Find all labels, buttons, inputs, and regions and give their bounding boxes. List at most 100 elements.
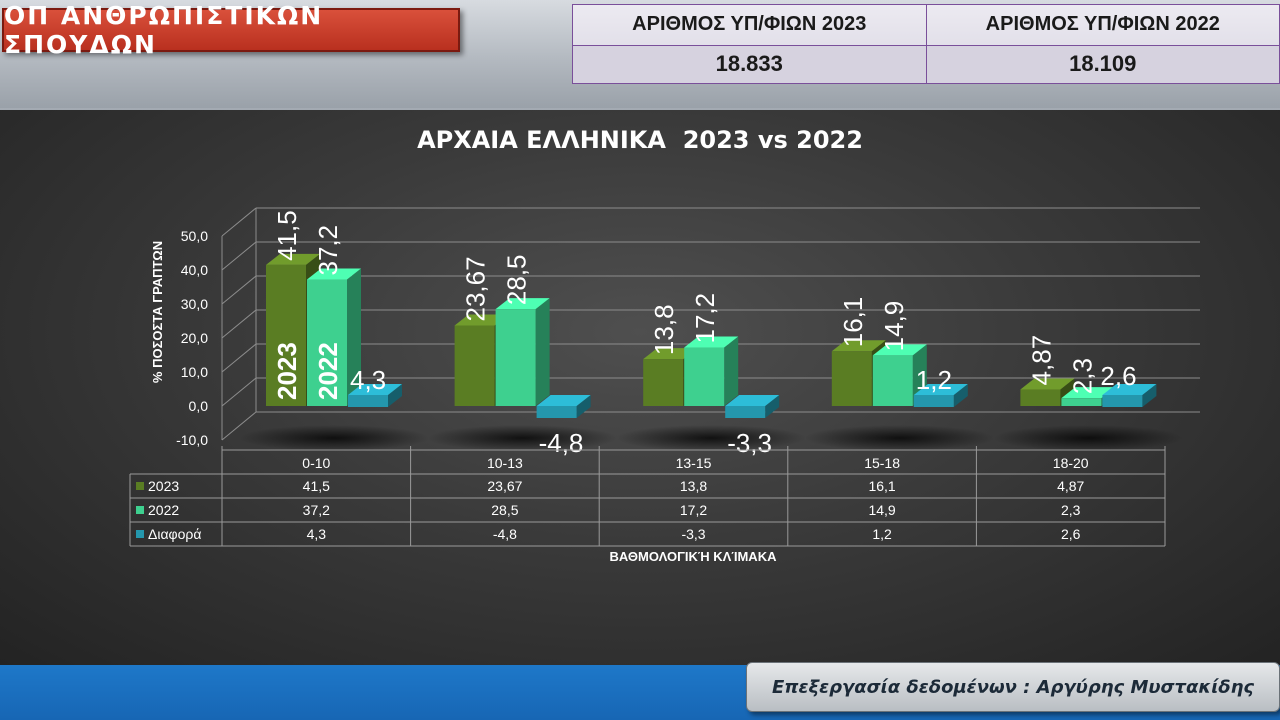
bar-top bbox=[454, 314, 509, 326]
bar-top bbox=[872, 344, 927, 356]
table-cell: 14,9 bbox=[868, 502, 895, 518]
bar-side bbox=[724, 336, 739, 406]
legend-swatch bbox=[136, 482, 144, 490]
chart-data-labels: 41,5 2023 37,2 2022 4,3 23,67 28,5 -4,8 13,8 17,2… bbox=[272, 210, 1137, 458]
legend-entry: Διαφορά bbox=[148, 526, 201, 542]
y-tick-label: 30,0 bbox=[181, 296, 208, 312]
y-axis-label: % ΠΟΣΟΣΤΑ ΓΡΑΠΤΩΝ bbox=[150, 241, 165, 383]
data-label: 2,6 bbox=[1100, 361, 1136, 391]
credit-box: Επεξεργασία δεδομένων : Αργύρης Μυστακίδ… bbox=[746, 662, 1280, 712]
y-tick-label: 40,0 bbox=[181, 262, 208, 278]
chart-title: ΑΡΧΑΙΑ ΕΛΛΗΝΙΚΑ 2023 vs 2022 bbox=[417, 126, 863, 154]
x-axis-label: ΒΑΘΜΟΛΟΓΙΚΉ ΚΛΊΜΑΚΑ bbox=[610, 549, 778, 564]
bar-Διαφορά-0-10 bbox=[348, 395, 388, 407]
bar-top bbox=[495, 298, 550, 310]
legend-entry: 2022 bbox=[148, 502, 179, 518]
bar-shadow bbox=[427, 425, 618, 451]
bar-top bbox=[536, 395, 591, 406]
bar-Διαφορά-15-18 bbox=[913, 395, 954, 407]
data-label: 16,1 bbox=[838, 297, 868, 348]
bar-2022-0-10 bbox=[307, 279, 347, 406]
bar-side bbox=[388, 384, 402, 407]
bar-top bbox=[1061, 387, 1116, 399]
gridline-side bbox=[221, 343, 257, 373]
table-cell: 4,87 bbox=[1057, 478, 1084, 494]
bar-top bbox=[913, 384, 968, 395]
x-tick-label: 10-13 bbox=[487, 455, 523, 471]
x-tick-label: 18-20 bbox=[1053, 455, 1089, 471]
bar-top bbox=[1102, 384, 1157, 395]
bar-side bbox=[953, 384, 968, 407]
x-tick-label: 15-18 bbox=[864, 455, 900, 471]
gridline-side bbox=[221, 377, 257, 407]
credit-text: Επεξεργασία δεδομένων : Αργύρης Μυστακίδ… bbox=[771, 676, 1255, 698]
data-label: 4,87 bbox=[1026, 335, 1056, 386]
data-label: 28,5 bbox=[502, 254, 532, 305]
legend-entry: 2023 bbox=[148, 478, 179, 494]
data-label: 37,2 bbox=[313, 225, 343, 276]
x-tick-label: 0-10 bbox=[302, 455, 330, 471]
y-tick-label: 10,0 bbox=[181, 364, 208, 380]
bar-side bbox=[576, 395, 591, 418]
table-cell: 16,1 bbox=[868, 478, 895, 494]
table-cell: 41,5 bbox=[303, 478, 330, 494]
bar-shadow bbox=[239, 425, 429, 451]
program-title: ΟΠ ΑΝΘΡΩΠΙΣΤΙΚΩΝ ΣΠΟΥΔΩΝ bbox=[4, 1, 324, 59]
bar-top bbox=[1020, 378, 1075, 390]
bar-side bbox=[535, 298, 550, 406]
bar-2023-10-13 bbox=[454, 325, 495, 406]
data-label: 41,5 bbox=[272, 210, 302, 261]
bar-2022-13-15 bbox=[684, 347, 725, 406]
grade-distribution-chart: -10,0 0,0 10,0 20,0 30,0 40,0 50,0 41,5 2023 37,… bbox=[129, 126, 1200, 564]
bar-floor-shadows bbox=[239, 425, 1184, 451]
bar-2022-18-20 bbox=[1061, 398, 1102, 406]
chart-data-table: 0-10 10-13 13-15 15-18 18-20 2023 41,5 23,67 13,… bbox=[129, 446, 1166, 547]
bar-top bbox=[266, 253, 320, 265]
program-title-badge: ΟΠ ΑΝΘΡΩΠΙΣΤΙΚΩΝ ΣΠΟΥΔΩΝ bbox=[2, 1, 460, 59]
bar-shadow bbox=[616, 425, 807, 451]
table-cell: 2,6 bbox=[1061, 526, 1081, 542]
gridline-side bbox=[221, 411, 257, 441]
data-label: 13,8 bbox=[649, 304, 679, 355]
data-label: -4,8 bbox=[539, 428, 584, 458]
y-tick-label: 20,0 bbox=[181, 330, 208, 346]
bar-2023-18-20 bbox=[1020, 389, 1061, 406]
bar-top bbox=[684, 336, 739, 348]
bar-side bbox=[1142, 384, 1157, 407]
bar-2023-15-18 bbox=[831, 351, 872, 406]
data-label: 14,9 bbox=[879, 301, 909, 352]
table-cell: 2,3 bbox=[1061, 502, 1081, 518]
table-cell: 23,67 bbox=[487, 478, 522, 494]
gridline-side bbox=[221, 309, 257, 339]
table-cell: 13,8 bbox=[680, 478, 707, 494]
legend-swatch bbox=[136, 530, 144, 538]
bar-2022-10-13 bbox=[495, 309, 536, 406]
bar-top bbox=[725, 395, 780, 406]
table-cell: 1,2 bbox=[872, 526, 892, 542]
chart-bars bbox=[266, 253, 1157, 418]
bar-annotation: 2022 bbox=[313, 342, 343, 400]
count-2022-value: 18.109 bbox=[925, 44, 1280, 84]
table-cell: -3,3 bbox=[681, 526, 705, 542]
data-label: -3,3 bbox=[727, 428, 772, 458]
bar-Διαφορά-13-15 bbox=[725, 406, 766, 418]
table-cell: 37,2 bbox=[303, 502, 330, 518]
bar-top bbox=[643, 348, 698, 360]
x-tick-label: 13-15 bbox=[676, 455, 712, 471]
gridline-side bbox=[221, 207, 257, 237]
data-label: 23,67 bbox=[461, 256, 491, 321]
table-cell: 4,3 bbox=[307, 526, 327, 542]
gridline-side bbox=[221, 275, 257, 305]
bar-2023-13-15 bbox=[643, 359, 684, 406]
y-tick-label: 0,0 bbox=[189, 398, 209, 414]
bar-side bbox=[765, 395, 780, 418]
bar-annotation: 2023 bbox=[272, 342, 302, 400]
count-2022-label: ΑΡΙΘΜΟΣ ΥΠ/ΦΙΩΝ 2022 bbox=[925, 4, 1280, 46]
y-tick-label: -10,0 bbox=[176, 432, 208, 448]
bar-Διαφορά-10-13 bbox=[536, 406, 577, 418]
bar-shadow bbox=[804, 425, 995, 451]
y-tick-label: 50,0 bbox=[181, 228, 208, 244]
table-cell: 28,5 bbox=[491, 502, 518, 518]
bar-top bbox=[348, 384, 402, 395]
table-cell: 17,2 bbox=[680, 502, 707, 518]
